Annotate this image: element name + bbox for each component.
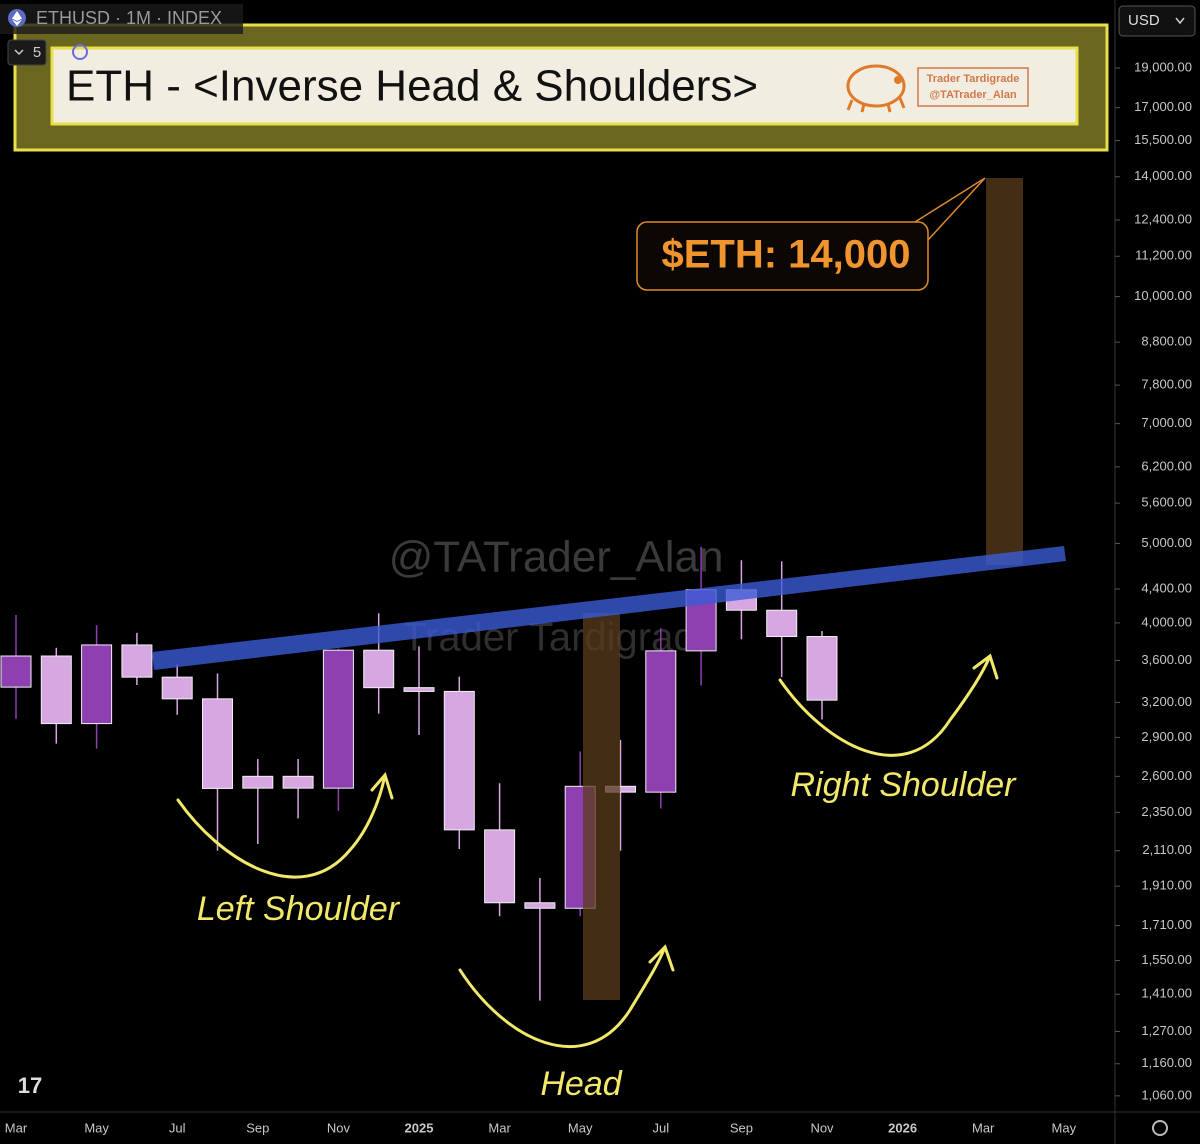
- indicator-toggle[interactable]: [7, 39, 47, 66]
- x-tick-label: Mar: [972, 1120, 995, 1135]
- head-arrowhead: [648, 944, 675, 972]
- candle-body: [161, 676, 193, 700]
- x-tick-label: May: [84, 1120, 109, 1135]
- y-tick-label: 1,410.00: [1141, 986, 1192, 1001]
- x-tick-label: Mar: [5, 1120, 28, 1135]
- y-tick-label: 19,000.00: [1134, 59, 1192, 74]
- measured-move-box: [583, 613, 620, 1000]
- left-arrow: [176, 773, 387, 879]
- candle-body: [81, 644, 113, 725]
- symbol-bg: [0, 4, 243, 34]
- y-tick-label: 4,000.00: [1141, 614, 1192, 629]
- candle-body: [363, 649, 395, 689]
- chevron: [14, 49, 24, 56]
- x-tick-label: May: [1052, 1120, 1077, 1135]
- candle-body: [766, 609, 798, 638]
- refresh-icon[interactable]: [72, 44, 88, 60]
- candle-body: [645, 650, 677, 793]
- candle-body: [806, 636, 838, 701]
- y-tick-label: 6,200.00: [1141, 458, 1192, 473]
- y-tick-label: 2,110.00: [1142, 842, 1192, 857]
- candle-body: [0, 655, 32, 688]
- y-tick-label: 17,000.00: [1134, 99, 1192, 114]
- chevron: [1175, 17, 1185, 25]
- candle-body: [282, 775, 314, 789]
- chart-title: ETH - <Inverse Head & Shoulders>: [66, 62, 758, 111]
- callout-pointer: [914, 177, 986, 223]
- currency[interactable]: USD: [1128, 12, 1160, 29]
- y-tick-label: 1,270.00: [1141, 1023, 1192, 1038]
- y-tick-label: 3,600.00: [1141, 652, 1192, 667]
- badge: [917, 67, 1029, 107]
- badge-text: @TATrader_Alan: [929, 89, 1017, 101]
- annotation: Right Shoulder: [791, 766, 1018, 804]
- y-tick-label: 7,800.00: [1141, 377, 1192, 392]
- y-tick-label: 1,710.00: [1141, 917, 1192, 932]
- x-tick-label: Nov: [327, 1120, 351, 1135]
- eth-glyph: [12, 11, 22, 26]
- candle-body: [121, 644, 153, 678]
- arrows: [176, 653, 999, 1049]
- y-tick-label: 1,910.00: [1141, 878, 1192, 893]
- y-tick-label: 2,600.00: [1141, 768, 1192, 783]
- symbol[interactable]: ETHUSD · 1M · INDEX: [36, 8, 222, 28]
- y-tick-label: 1,160.00: [1141, 1055, 1192, 1070]
- candle-body: [40, 655, 72, 725]
- candle-body: [322, 649, 354, 789]
- x-tick-label: Jul: [169, 1120, 186, 1135]
- y-tick-label: 5,000.00: [1141, 535, 1192, 550]
- right-arrowhead: [972, 653, 999, 680]
- logo: [846, 64, 906, 113]
- tv-logo: 17: [18, 1073, 42, 1098]
- y-tick-label: 2,350.00: [1141, 804, 1192, 819]
- right-arrow: [778, 654, 992, 757]
- y-tick-label: 2,900.00: [1141, 729, 1192, 744]
- title-panel: [50, 46, 1079, 126]
- currency-box[interactable]: [1118, 5, 1196, 37]
- x-tick-label: 2025: [405, 1120, 434, 1135]
- y-tick-label: 11,200.00: [1135, 248, 1192, 263]
- candle-body: [202, 698, 233, 789]
- y-tick-label: 7,000.00: [1141, 415, 1192, 430]
- x-tick-label: Sep: [730, 1120, 753, 1135]
- y-tick-label: 10,000.00: [1134, 288, 1192, 303]
- callout-pointer: [927, 177, 986, 241]
- y-tick-label: 14,000.00: [1134, 168, 1192, 183]
- candle-body: [403, 687, 435, 692]
- watermark: @TATrader_Alan: [389, 533, 724, 582]
- annotation: Head: [540, 1065, 622, 1103]
- candle-body: [524, 902, 556, 909]
- x-tick-label: Mar: [488, 1120, 511, 1135]
- candle-body: [443, 690, 475, 831]
- y-tick-label: 1,060.00: [1141, 1087, 1192, 1102]
- badge-text: Trader Tardigrade: [927, 73, 1020, 85]
- left-arrowhead: [370, 771, 394, 800]
- x-tick-label: May: [568, 1120, 593, 1135]
- neckline: [152, 546, 1066, 670]
- callout-box: [636, 221, 929, 291]
- x-tick-label: Nov: [810, 1120, 834, 1135]
- y-tick-label: 5,600.00: [1141, 495, 1192, 510]
- x-tick-label: Sep: [246, 1120, 269, 1135]
- target-box: [986, 178, 1023, 565]
- y-tick-label: 12,400.00: [1134, 211, 1192, 226]
- y-tick-label: 4,400.00: [1141, 580, 1192, 595]
- candle-body: [484, 829, 516, 904]
- y-tick-label: 1,550.00: [1141, 952, 1192, 967]
- indicator-count[interactable]: 5: [33, 44, 41, 61]
- y-tick-label: 15,500.00: [1134, 132, 1192, 147]
- y-tick-label: 8,800.00: [1141, 334, 1192, 349]
- head-arrow: [458, 945, 667, 1049]
- annotation: Left Shoulder: [197, 890, 401, 928]
- target-label: $ETH: 14,000: [661, 233, 910, 277]
- y-tick-label: 3,200.00: [1141, 694, 1192, 709]
- settings-icon[interactable]: [1152, 1120, 1168, 1136]
- candle-body: [242, 775, 274, 789]
- x-tick-label: Jul: [652, 1120, 669, 1135]
- x-tick-label: 2026: [888, 1120, 917, 1135]
